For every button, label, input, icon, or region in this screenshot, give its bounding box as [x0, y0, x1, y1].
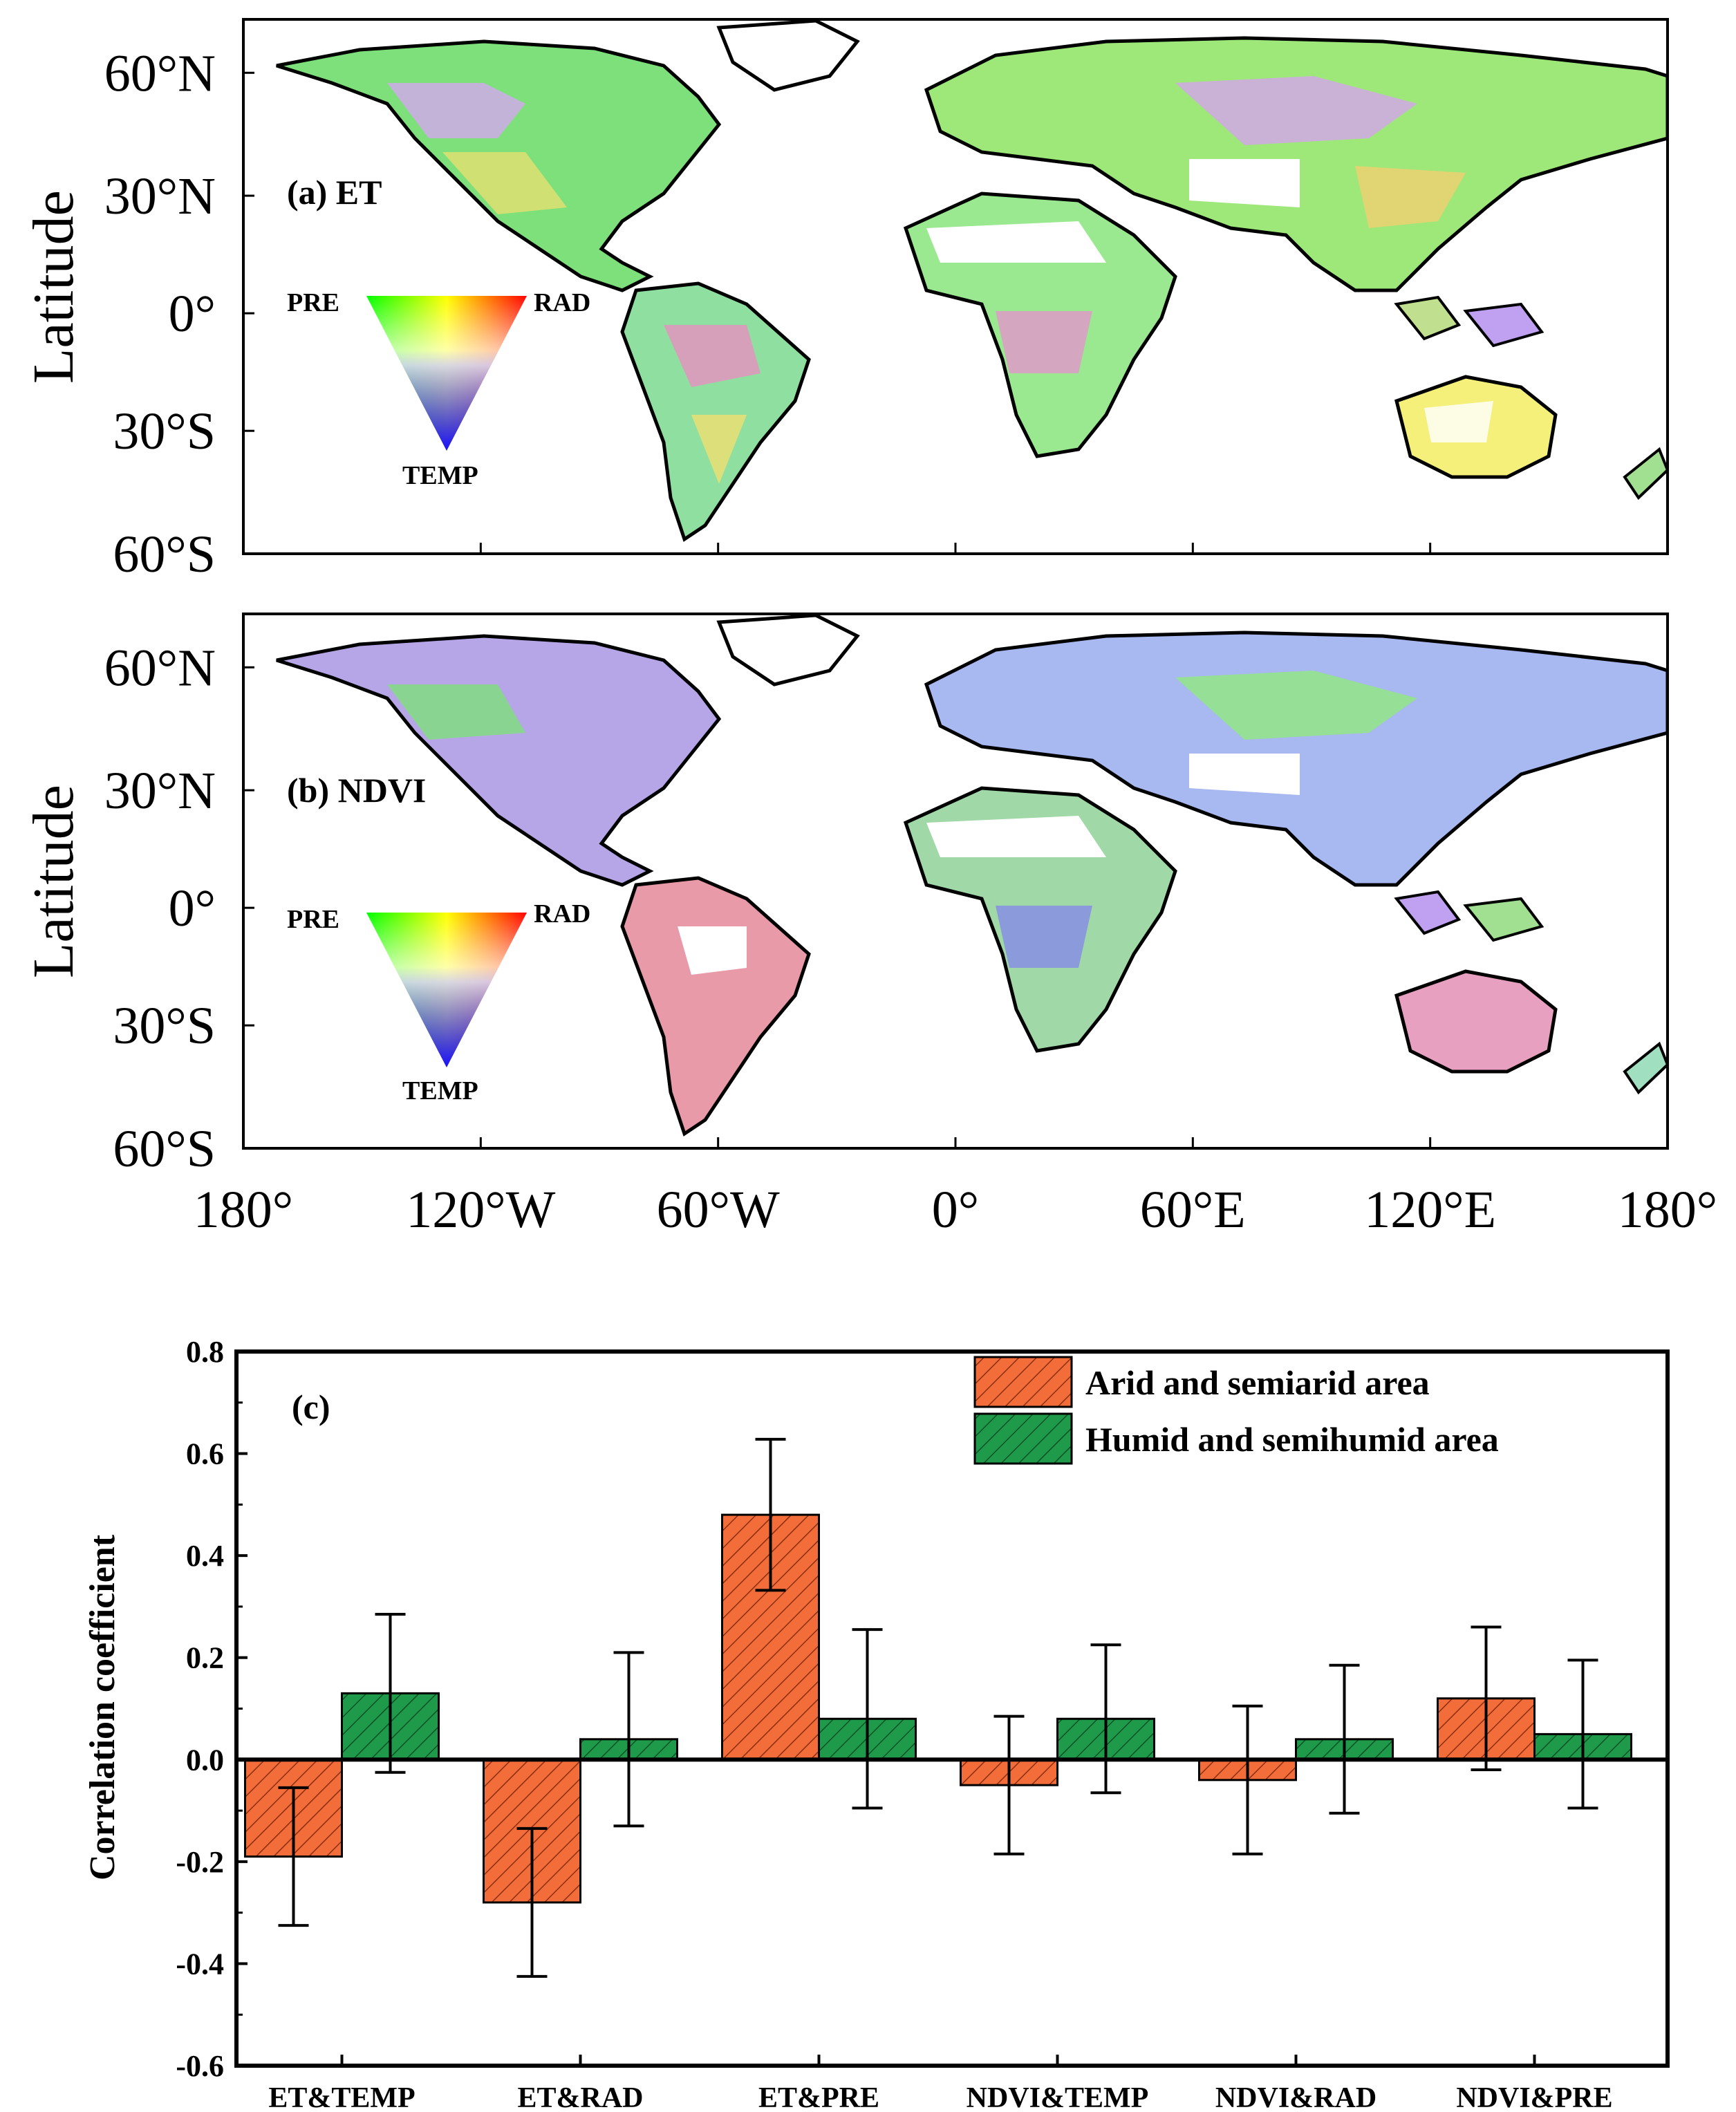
ternary-legend-b: PRE RAD TEMP [287, 899, 590, 1105]
panel-a-label: (a) ET [287, 173, 382, 212]
tri-a-temp-label: TEMP [402, 461, 478, 490]
lon-tick-label: 120°E [1364, 1181, 1496, 1239]
lat-tick-label: 30°N [104, 762, 216, 820]
lat-tick-label: 60°N [104, 639, 216, 697]
map-b-landmass [276, 614, 1668, 1137]
chart-frame [234, 1349, 1670, 2068]
lon-tick-label: 180° [194, 1181, 293, 1239]
y-tick-label: 0.2 [186, 1641, 224, 1675]
lon-tick-label: 60°W [657, 1181, 780, 1239]
y-tick-label: -0.4 [176, 1947, 224, 1981]
chart-legend: Arid and semiarid area Humid and semihum… [973, 1356, 1499, 1465]
y-tick-label: -0.2 [176, 1845, 224, 1879]
ternary-legend-a: PRE RAD TEMP [287, 288, 590, 490]
lon-tick-label: 120°W [406, 1181, 555, 1239]
legend-label-humid: Humid and semihumid area [1085, 1420, 1499, 1459]
category-label: NDVI&TEMP [967, 2082, 1149, 2112]
tri-b-temp-label: TEMP [402, 1076, 478, 1105]
lat-tick-label: 60°N [104, 44, 216, 102]
tri-b-pre-label: PRE [287, 905, 339, 934]
y-tick-label: -0.6 [176, 2049, 224, 2083]
panel-b-label: (b) NDVI [287, 771, 426, 810]
y-tick-label: 0.4 [186, 1539, 224, 1573]
legend-swatch-arid [973, 1356, 1073, 1408]
y-tick-label: 0.6 [186, 1437, 224, 1471]
chart-panel-label: (c) [292, 1387, 330, 1426]
category-label: ET&PRE [758, 2082, 879, 2112]
tri-a-rad-label: RAD [534, 288, 590, 317]
lon-tick-label: 60°E [1140, 1181, 1246, 1239]
category-label: ET&TEMP [268, 2082, 415, 2112]
legend-label-arid: Arid and semiarid area [1085, 1363, 1430, 1402]
y-tick-label: 0.8 [186, 1335, 224, 1369]
lon-tick-label: 180° [1618, 1181, 1717, 1239]
map-panel-b: (b) NDVI PRE RAD TEMP [242, 613, 1669, 1150]
lat-tick-label: 0° [169, 285, 216, 343]
map-b-lat-title: Latitude [21, 785, 86, 978]
chart-categories: ET&TEMP ET&RAD ET&PRE NDVI&TEMP NDVI&RAD NDVI… [268, 2055, 1613, 2112]
map-panel-a: (a) ET PRE RAD TEMP [242, 18, 1669, 555]
chart-y-axis-title: Correlation coefficient [83, 1534, 122, 1880]
chart-bars [236, 1437, 1668, 1978]
lat-tick-label: 30°S [113, 997, 216, 1055]
y-tick-label: 0.0 [186, 1743, 224, 1777]
map-a-lat-title: Latitude [21, 190, 86, 384]
tri-a-pre-label: PRE [287, 288, 339, 317]
category-label: ET&RAD [517, 2082, 643, 2112]
chart-y-ticks: 0.8 0.6 0.4 0.2 0.0 -0.2 -0.4 -0.6 [176, 1335, 248, 2083]
tri-b-rad-label: RAD [534, 899, 590, 928]
lat-tick-label: 30°S [113, 402, 216, 460]
category-label: NDVI&RAD [1215, 2082, 1376, 2112]
map-ticks: 60°N30°N0°30°S60°S60°N30°N0°30°S60°S180°… [104, 44, 1717, 1239]
lon-tick-label: 0° [932, 1181, 979, 1239]
lat-tick-label: 60°S [113, 525, 216, 583]
bar-chart-panel: (c) Correlation coefficient 0.8 0.6 0.4 0.2… [83, 1335, 1670, 2112]
lat-tick-label: 60°S [113, 1120, 216, 1178]
lat-tick-label: 0° [169, 879, 216, 937]
lat-tick-label: 30°N [104, 167, 216, 225]
category-label: NDVI&PRE [1456, 2082, 1612, 2112]
legend-swatch-humid [973, 1412, 1073, 1465]
map-a-landmass [276, 19, 1668, 542]
